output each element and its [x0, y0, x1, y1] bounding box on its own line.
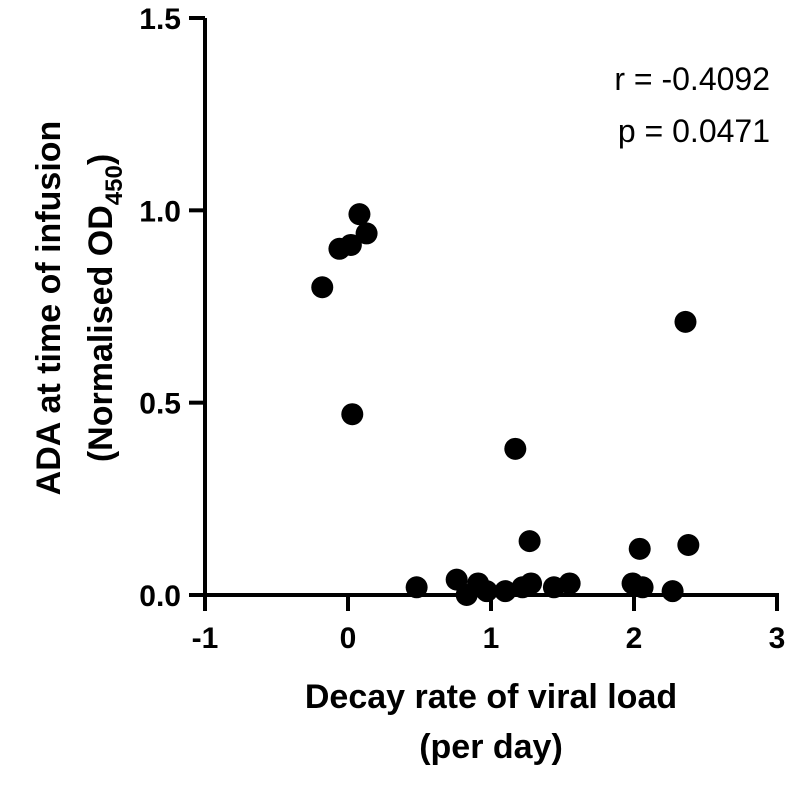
- y-tick-label: 0.5: [139, 388, 181, 421]
- data-point: [494, 580, 517, 603]
- y-tick-label: 1.0: [139, 195, 181, 228]
- y-tick-label: 0.0: [139, 580, 181, 613]
- data-point: [677, 533, 700, 556]
- data-point: [405, 576, 428, 599]
- y-axis-label: ADA at time of infusion: [30, 121, 68, 496]
- data-point: [348, 203, 371, 226]
- y-label-suffix: ): [82, 154, 120, 165]
- data-point: [518, 530, 541, 553]
- data-point: [341, 403, 364, 426]
- data-point: [475, 580, 498, 603]
- x-axis-label-line2: (per day): [419, 728, 563, 766]
- x-tick-label: -1: [192, 622, 219, 655]
- y-axis-label-line2: (Normalised OD450): [82, 154, 128, 462]
- x-axis-label: Decay rate of viral load: [305, 678, 677, 716]
- x-tick-label: 1: [483, 622, 500, 655]
- annotation-r: r = -0.4092: [614, 61, 770, 97]
- y-tick-label: 1.5: [139, 3, 181, 36]
- data-point: [628, 537, 651, 560]
- data-point: [311, 276, 334, 299]
- data-point: [504, 437, 527, 460]
- data-point: [661, 580, 684, 603]
- data-point: [631, 576, 654, 599]
- y-label-subscript: 450: [101, 165, 128, 205]
- data-point: [674, 310, 697, 333]
- x-tick-label: 2: [626, 622, 643, 655]
- data-point: [558, 572, 581, 595]
- annotation-p: p = 0.0471: [618, 113, 770, 149]
- x-tick-label: 0: [340, 622, 357, 655]
- data-point: [520, 572, 543, 595]
- y-label-prefix: (Normalised OD: [82, 205, 120, 462]
- data-point: [355, 222, 378, 245]
- data-point: [328, 237, 351, 260]
- x-tick-label: 3: [769, 622, 786, 655]
